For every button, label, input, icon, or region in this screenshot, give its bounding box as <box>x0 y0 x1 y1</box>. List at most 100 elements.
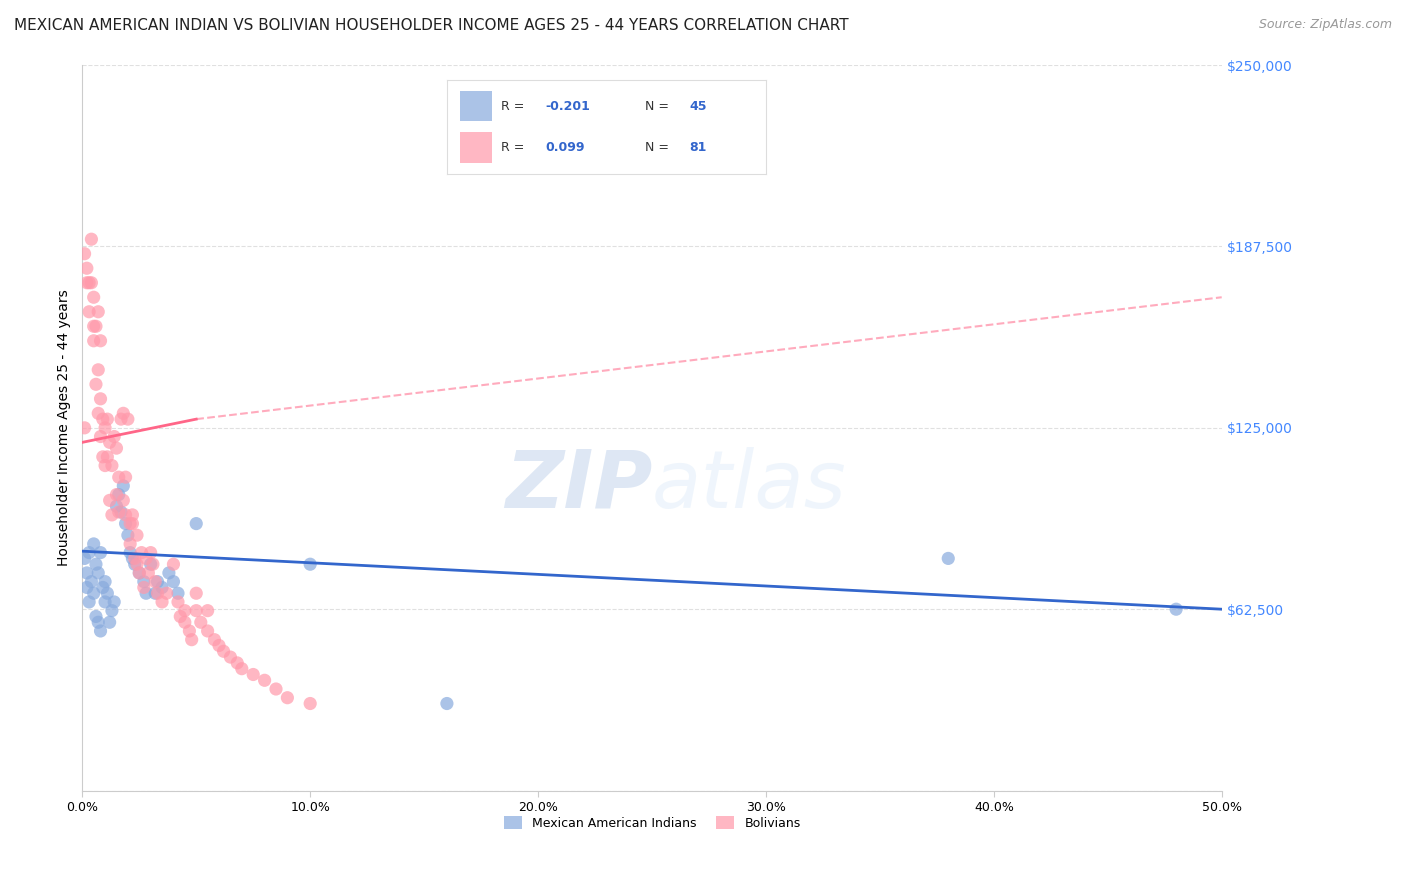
Point <box>186 586 208 600</box>
Point <box>87 406 110 420</box>
Point <box>77 595 100 609</box>
Point <box>124 558 146 572</box>
Point <box>253 673 276 688</box>
Point <box>76 276 98 290</box>
Point <box>121 516 143 531</box>
Point <box>87 305 110 319</box>
Point <box>242 667 264 681</box>
Point <box>76 581 98 595</box>
Point <box>73 246 96 260</box>
Point <box>132 581 155 595</box>
Text: atlas: atlas <box>652 447 846 524</box>
Point <box>112 406 135 420</box>
Legend: Mexican American Indians, Bolivians: Mexican American Indians, Bolivians <box>499 812 806 835</box>
Point <box>120 537 142 551</box>
Point <box>179 624 201 638</box>
Point <box>276 690 298 705</box>
Point <box>299 558 322 572</box>
Point <box>167 586 190 600</box>
Point <box>112 493 135 508</box>
Point <box>208 639 231 653</box>
Point <box>142 558 165 572</box>
Point <box>212 644 235 658</box>
Point <box>91 581 114 595</box>
Point <box>1166 602 1188 616</box>
Point <box>103 429 125 443</box>
Point <box>87 363 110 377</box>
Point <box>128 566 150 580</box>
Point <box>91 450 114 464</box>
Point <box>105 487 128 501</box>
Point <box>94 421 117 435</box>
Point <box>143 574 166 589</box>
Point <box>132 574 155 589</box>
Point <box>157 566 180 580</box>
Point <box>139 546 162 560</box>
Point <box>299 697 322 711</box>
Point <box>110 412 132 426</box>
Point <box>94 595 117 609</box>
Point <box>96 412 118 426</box>
Point <box>73 421 96 435</box>
Point <box>169 609 191 624</box>
Point <box>231 662 253 676</box>
Point <box>84 377 107 392</box>
Point <box>98 435 121 450</box>
Point <box>84 319 107 334</box>
Point <box>80 232 103 246</box>
Point <box>121 551 143 566</box>
Point <box>121 508 143 522</box>
Point <box>105 499 128 513</box>
Point <box>112 479 135 493</box>
Point <box>139 558 162 572</box>
Point <box>80 574 103 589</box>
Point <box>76 566 98 580</box>
Point <box>264 681 287 696</box>
Point <box>91 412 114 426</box>
Point <box>114 508 136 522</box>
Point <box>76 261 98 276</box>
Point <box>89 334 111 348</box>
Point <box>77 276 100 290</box>
Point <box>936 551 959 566</box>
Point <box>96 450 118 464</box>
Point <box>83 290 105 304</box>
Point <box>162 574 184 589</box>
Point <box>197 604 219 618</box>
Point <box>135 586 157 600</box>
Point <box>94 574 117 589</box>
Point <box>101 508 124 522</box>
Point <box>98 615 121 630</box>
Point <box>114 516 136 531</box>
Point <box>173 604 195 618</box>
Point <box>101 604 124 618</box>
Text: ZIP: ZIP <box>505 447 652 524</box>
Point <box>114 470 136 484</box>
Point <box>89 429 111 443</box>
Point <box>83 537 105 551</box>
Point <box>105 441 128 455</box>
Point <box>138 566 160 580</box>
Point <box>84 609 107 624</box>
Point <box>73 551 96 566</box>
Point <box>135 551 157 566</box>
Point <box>162 558 184 572</box>
Text: MEXICAN AMERICAN INDIAN VS BOLIVIAN HOUSEHOLDER INCOME AGES 25 - 44 YEARS CORREL: MEXICAN AMERICAN INDIAN VS BOLIVIAN HOUS… <box>14 18 849 33</box>
Point <box>186 516 208 531</box>
Point <box>125 558 148 572</box>
Point <box>204 632 226 647</box>
Point <box>77 305 100 319</box>
Point <box>120 546 142 560</box>
Point <box>150 595 173 609</box>
Point <box>83 334 105 348</box>
Point <box>103 595 125 609</box>
Point <box>83 586 105 600</box>
Point <box>150 581 173 595</box>
Point <box>83 319 105 334</box>
Point <box>128 566 150 580</box>
Point <box>89 546 111 560</box>
Point <box>120 516 142 531</box>
Point <box>180 632 202 647</box>
Point <box>146 586 169 600</box>
Point <box>101 458 124 473</box>
